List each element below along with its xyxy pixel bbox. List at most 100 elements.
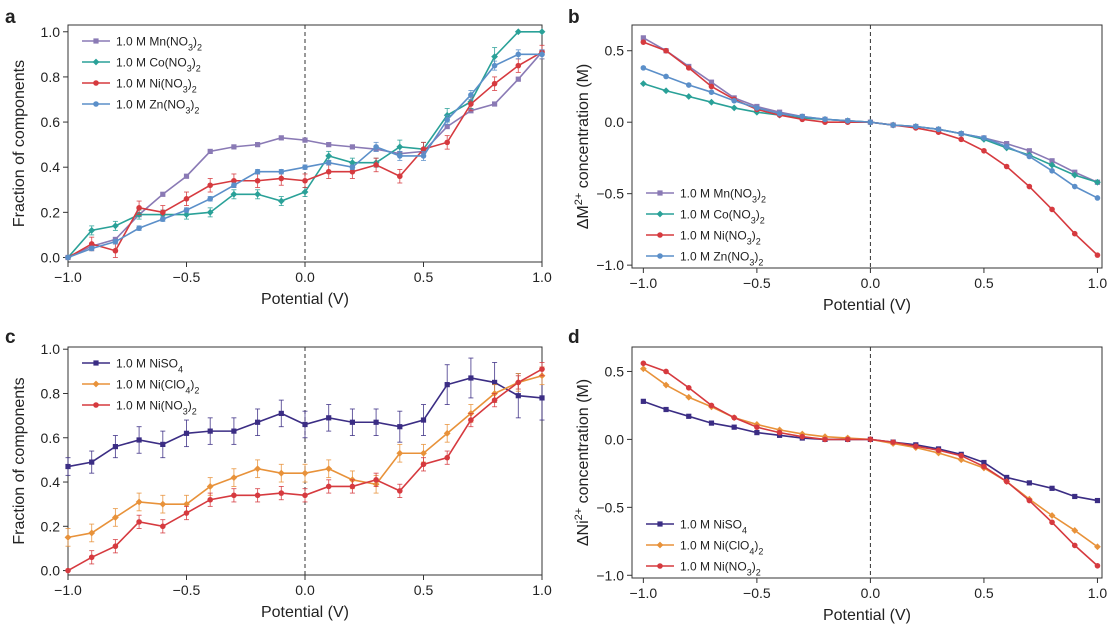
data-point: [935, 447, 942, 454]
data-point: [686, 413, 692, 419]
data-point: [492, 101, 498, 107]
data-point: [135, 498, 143, 506]
data-point: [776, 110, 783, 117]
x-tick-label: 0.5: [974, 585, 994, 601]
data-point: [349, 164, 356, 170]
data-point: [64, 533, 72, 541]
x-tick-label: 0.5: [974, 275, 994, 291]
data-point: [397, 488, 403, 494]
data-point: [539, 51, 545, 58]
legend-entry: 1.0 M Ni(NO3)2: [116, 77, 197, 95]
x-tick-label: −1.0: [54, 269, 82, 285]
data-point: [159, 500, 167, 508]
data-point: [373, 162, 379, 168]
data-point: [1004, 474, 1010, 481]
data-point: [326, 142, 332, 148]
legend-subscript: 2: [760, 216, 765, 226]
y-axis-label-part: ΔM: [575, 205, 592, 229]
data-point: [867, 119, 874, 125]
data-point: [468, 375, 474, 381]
legend-subscript: 2: [196, 64, 201, 74]
legend-subscript: 2: [194, 386, 199, 396]
data-point: [731, 424, 737, 430]
data-point: [420, 449, 427, 457]
data-point: [776, 429, 783, 436]
plot-frame: [631, 346, 1103, 579]
data-point: [396, 143, 404, 151]
data-point: [491, 80, 498, 87]
legend: 1.0 M Mn(NO3)21.0 M Co(NO3)21.0 M Ni(NO3…: [82, 35, 202, 116]
x-axis-label: Potential (V): [823, 297, 911, 314]
data-point: [685, 65, 692, 71]
data-point: [491, 53, 498, 60]
legend-subscript: 4: [742, 526, 747, 536]
data-point: [491, 62, 498, 69]
y-axis-label: ΔNi2+ concentration (M): [573, 379, 592, 546]
data-point: [231, 492, 237, 499]
data-point: [136, 225, 142, 231]
legend-subscript: 3: [187, 64, 192, 74]
legend-subscript: 3: [188, 43, 193, 53]
data-point: [136, 437, 142, 443]
legend-swatch-marker: [93, 101, 99, 107]
data-point: [890, 439, 896, 445]
x-tick-label: 0.0: [861, 585, 881, 601]
data-point: [207, 148, 213, 154]
data-point: [640, 39, 647, 45]
legend-subscript: 3: [749, 258, 754, 268]
legend-entry: 1.0 M Mn(NO3)2: [680, 187, 766, 205]
legend-swatch-marker: [657, 521, 663, 527]
data-point: [207, 496, 213, 503]
data-point: [325, 465, 333, 473]
y-tick-label: 0.4: [41, 474, 61, 490]
data-point: [1048, 512, 1056, 519]
y-tick-label: 0.2: [41, 204, 61, 220]
data-point: [65, 463, 71, 470]
data-point: [844, 436, 851, 443]
data-point: [708, 89, 715, 95]
data-point: [514, 28, 522, 36]
data-point: [1026, 497, 1033, 504]
data-point: [539, 395, 545, 401]
panel-letter: c: [5, 327, 16, 348]
plot-frame: [631, 24, 1103, 269]
legend-entry: 1.0 M NiSO4: [680, 518, 747, 536]
data-point: [183, 173, 190, 179]
data-point: [88, 227, 96, 234]
data-point: [1026, 183, 1033, 190]
data-point: [231, 177, 237, 184]
y-tick-label: −0.5: [596, 186, 624, 202]
y-tick-label: 0.0: [41, 249, 61, 265]
legend-entry: 1.0 M NiSO4: [116, 357, 183, 375]
data-point: [112, 247, 119, 254]
data-point: [515, 62, 522, 69]
legend-subscript: 3: [183, 407, 188, 417]
legend-text-part: 1.0 M Ni(NO: [680, 229, 747, 243]
y-axis-label-part: concentration (M): [575, 379, 592, 508]
legend-text-part: ): [192, 56, 196, 70]
data-point: [981, 463, 987, 470]
x-tick-label: 0.5: [414, 582, 434, 598]
data-point: [349, 159, 356, 167]
data-point: [538, 28, 546, 36]
x-tick-label: 1.0: [1088, 585, 1107, 601]
legend-subscript: 3: [183, 85, 188, 95]
y-tick-label: 0.8: [41, 69, 61, 85]
legend-subscript: 2: [758, 258, 763, 268]
data-point: [397, 173, 403, 180]
data-point: [420, 146, 427, 152]
data-point: [183, 211, 190, 218]
x-tick-label: −0.5: [173, 582, 201, 598]
legend-entry: 1.0 M Ni(NO3)2: [680, 229, 761, 247]
data-point: [302, 421, 308, 428]
legend-entry: 1.0 M Ni(NO3)2: [116, 399, 197, 417]
x-tick-label: −1.0: [630, 275, 658, 291]
data-point: [958, 452, 965, 459]
data-point: [349, 168, 356, 175]
data-point: [231, 428, 237, 434]
data-point: [444, 139, 451, 146]
data-point: [539, 366, 545, 372]
data-point: [444, 454, 451, 461]
legend-text-part: 1.0 M Co(NO: [680, 208, 751, 222]
y-tick-label: 0.8: [41, 385, 61, 401]
